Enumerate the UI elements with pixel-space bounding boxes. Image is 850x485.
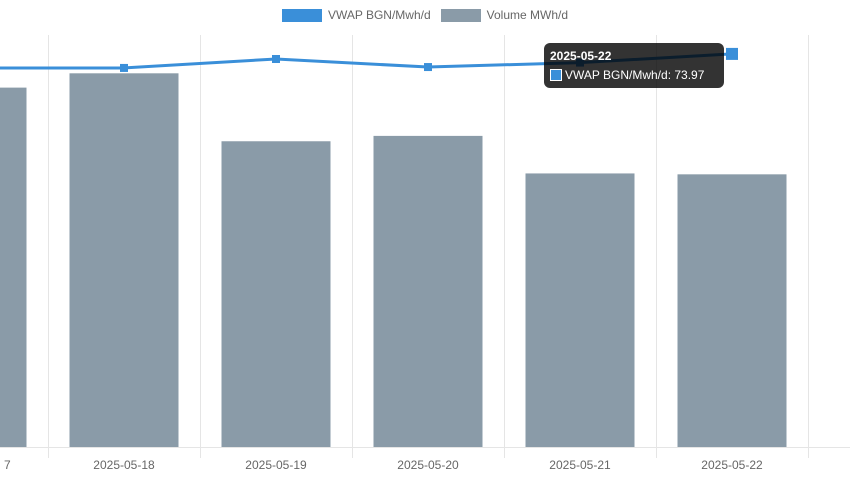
- volume-bar: [525, 173, 635, 447]
- x-tick-label: 2025-05-21: [549, 458, 611, 472]
- volume-bar: [221, 141, 331, 447]
- tooltip-title: 2025-05-22: [550, 49, 612, 63]
- x-tick-label: 2025-05-22: [701, 458, 763, 472]
- legend-swatch-volume: [440, 8, 481, 22]
- chart-tooltip: 2025-05-22 VWAP BGN/Mwh/d: 73.97: [544, 43, 724, 88]
- tooltip-label: VWAP BGN/Mwh/d: 73.97: [565, 68, 705, 82]
- legend-item-vwap[interactable]: VWAP BGN/Mwh/d: [281, 8, 431, 22]
- x-tick-label: 2025-05-18: [93, 458, 155, 472]
- volume-bars: [0, 73, 787, 448]
- x-tick-label: 7: [4, 458, 11, 472]
- vwap-point: [726, 47, 738, 60]
- tooltip-body: VWAP BGN/Mwh/d: 73.97: [550, 67, 718, 83]
- vwap-point: [272, 55, 280, 64]
- vwap-point: [120, 63, 128, 72]
- chart-legend: VWAP BGN/Mwh/d Volume MWh/d: [0, 8, 850, 22]
- legend-label-vwap: VWAP BGN/Mwh/d: [327, 8, 431, 22]
- x-tick-label: 2025-05-19: [245, 458, 307, 472]
- x-tick-label: 2025-05-20: [397, 458, 459, 472]
- legend-item-volume[interactable]: Volume MWh/d: [440, 8, 569, 22]
- x-axis-ticks: 7 2025-05-18 2025-05-19 2025-05-20 2025-05-2…: [4, 458, 763, 472]
- vwap-point: [424, 63, 432, 72]
- legend-swatch-vwap: [281, 8, 322, 22]
- volume-bar: [373, 135, 483, 447]
- tooltip-swatch: [550, 69, 562, 81]
- legend-label-volume: Volume MWh/d: [486, 8, 569, 22]
- volume-bar: [69, 73, 179, 448]
- grid-lines: [0, 35, 850, 458]
- volume-bar: [677, 174, 787, 447]
- volume-bar: [0, 87, 27, 447]
